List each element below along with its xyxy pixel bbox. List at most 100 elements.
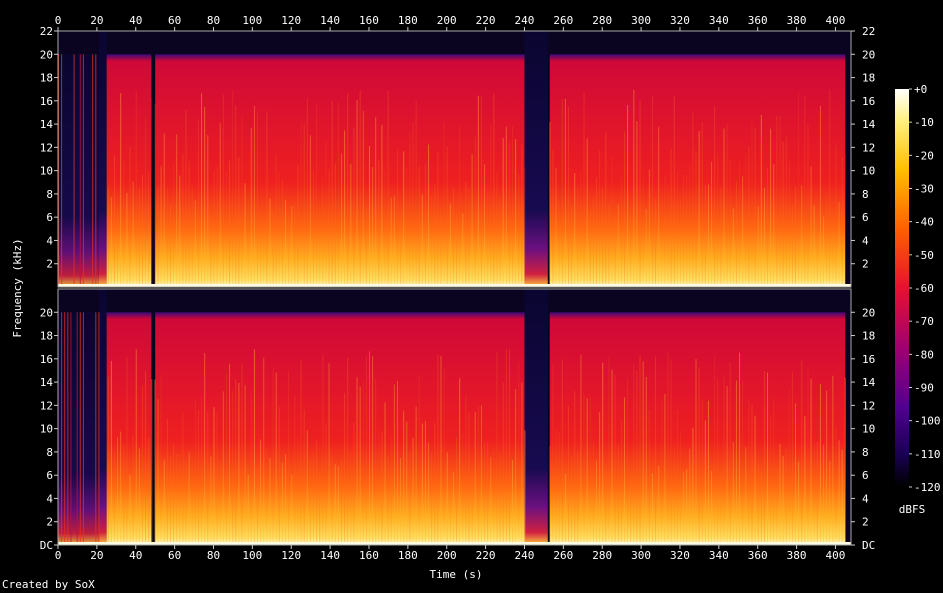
spectral-streak <box>191 186 193 287</box>
spectral-streak <box>253 105 255 288</box>
x-tick-label-bottom: 140 <box>320 549 340 562</box>
spectral-streak <box>571 456 573 545</box>
spectral-streak <box>353 422 355 545</box>
spectral-streak <box>791 205 793 287</box>
spectral-streak <box>620 420 622 545</box>
spectral-streak <box>518 174 520 287</box>
spectral-streak <box>484 443 486 545</box>
spectral-streak <box>816 215 818 287</box>
y-tick-label-right: 6 <box>862 469 869 482</box>
dc-band <box>58 542 851 545</box>
spectral-streak <box>782 455 784 545</box>
spectral-streak <box>689 448 691 545</box>
spectral-streak <box>701 399 703 545</box>
spectral-streak <box>745 447 747 545</box>
spectral-streak <box>154 104 156 287</box>
spectral-streak <box>605 132 607 287</box>
spectral-streak <box>300 120 302 287</box>
y-tick-label-right: 12 <box>862 399 875 412</box>
x-tick-label-bottom: 0 <box>55 549 62 562</box>
x-tick-label-top: 300 <box>631 14 651 27</box>
spectral-streak <box>480 405 482 545</box>
spectral-streak <box>98 312 100 545</box>
spectral-streak <box>347 93 349 287</box>
spectral-streak <box>558 199 560 287</box>
spectral-streak <box>695 151 697 287</box>
x-tick-label-bottom: 180 <box>398 549 418 562</box>
spectral-streak <box>474 136 476 287</box>
spectral-streak <box>372 356 374 545</box>
panel-frame <box>57 288 852 546</box>
spectral-streak <box>375 117 377 288</box>
spectral-streak <box>558 432 560 545</box>
y-tick-label-left: 20 <box>40 48 53 61</box>
spectral-streak <box>683 472 685 545</box>
spectral-streak <box>739 159 741 287</box>
spectral-streak <box>614 216 616 287</box>
spectral-streak <box>67 312 69 545</box>
spectral-streak <box>571 206 573 287</box>
spectral-streak <box>421 194 423 287</box>
y-axis-label: Frequency (kHz) <box>11 238 24 337</box>
spectral-streak <box>645 376 647 545</box>
spectral-streak <box>350 163 352 287</box>
spectral-streak <box>440 213 442 287</box>
spectral-streak <box>238 157 240 287</box>
spectral-streak <box>415 406 417 545</box>
spectral-streak <box>676 409 678 545</box>
spectral-streak <box>437 151 439 287</box>
x-tick-label-top: 80 <box>207 14 220 27</box>
spectral-streak <box>250 393 252 545</box>
spectral-streak <box>664 175 666 287</box>
spectral-streak <box>767 167 769 287</box>
spectral-streak <box>204 353 206 545</box>
y-tick-label-right: 12 <box>862 141 875 154</box>
spectral-streak <box>437 354 439 545</box>
spectral-streak <box>365 207 367 287</box>
x-tick-label-bottom: 280 <box>592 549 612 562</box>
spectral-streak <box>729 159 731 287</box>
spectral-streak <box>655 356 657 545</box>
spectral-streak <box>583 394 585 545</box>
spectral-streak <box>182 412 184 545</box>
spectral-streak <box>695 358 697 545</box>
spectral-streak <box>201 397 203 545</box>
loud-segment <box>155 54 525 287</box>
spectral-streak <box>288 217 290 287</box>
spectral-streak <box>415 100 417 287</box>
x-tick-label-bottom: 340 <box>709 549 729 562</box>
y-tick-label-left: 14 <box>40 118 54 131</box>
spectral-streak <box>742 380 744 545</box>
spectral-streak <box>285 199 287 287</box>
spectral-streak <box>776 115 778 287</box>
spectral-streak <box>418 166 420 287</box>
spectral-streak <box>213 171 215 287</box>
spectral-streak <box>577 185 579 287</box>
spectral-streak <box>278 171 280 287</box>
x-tick-label-top: 260 <box>553 14 573 27</box>
spectral-streak <box>126 192 128 287</box>
spectral-streak <box>431 196 433 287</box>
spectral-streak <box>568 106 570 288</box>
spectral-streak <box>334 163 336 287</box>
spectral-streak <box>272 367 274 545</box>
spectral-streak <box>770 128 772 287</box>
spectral-streak <box>294 395 296 545</box>
spectral-streak <box>179 453 181 545</box>
spectral-streak <box>222 391 224 545</box>
spectral-streak <box>468 187 470 287</box>
spectral-streak <box>204 107 206 287</box>
y-tick-label-right: 20 <box>862 48 875 61</box>
spectral-streak <box>113 154 115 287</box>
spectral-streak <box>711 471 713 545</box>
spectral-streak <box>456 213 458 287</box>
spectral-streak <box>123 443 125 545</box>
spectral-streak <box>760 473 762 545</box>
spectral-streak <box>552 363 554 545</box>
spectral-streak <box>639 355 641 545</box>
x-tick-label-bottom: 220 <box>476 549 496 562</box>
spectral-streak <box>176 453 178 545</box>
spectral-streak <box>306 430 308 545</box>
spectral-streak <box>645 209 647 287</box>
spectral-streak <box>275 154 277 287</box>
